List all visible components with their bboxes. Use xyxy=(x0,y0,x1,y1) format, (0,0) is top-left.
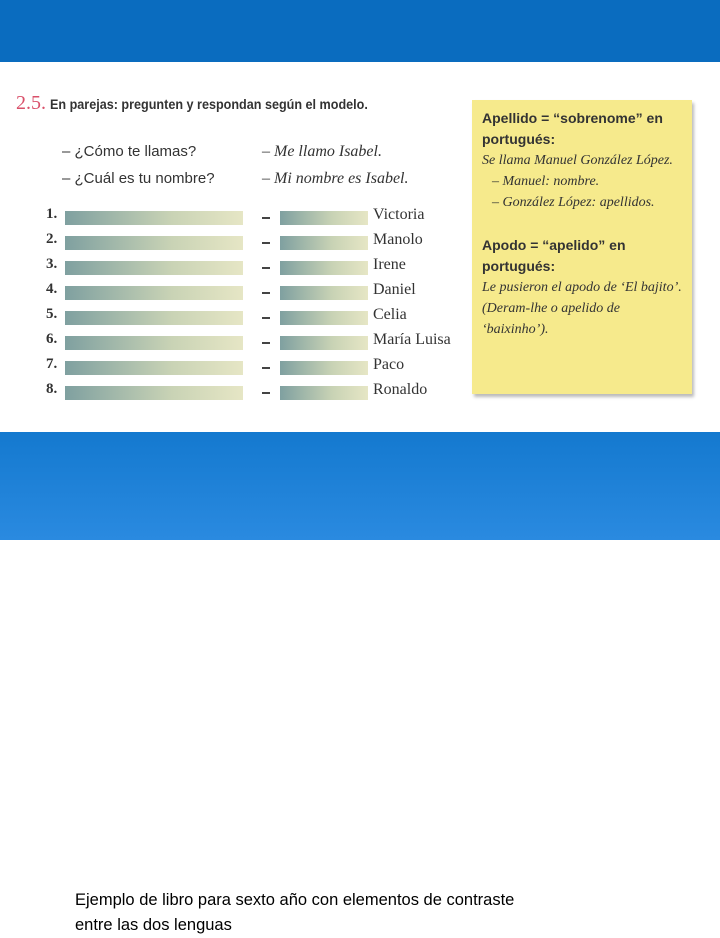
answer-blank xyxy=(65,361,243,375)
answer-blank xyxy=(280,336,368,350)
top-band xyxy=(0,0,720,62)
dash xyxy=(262,292,270,294)
answer-blank xyxy=(280,236,368,250)
sidebar-detail: – Manuel: nombre. xyxy=(492,174,600,189)
item-name: Manolo xyxy=(373,231,423,248)
caption-line: entre las dos lenguas xyxy=(75,916,232,934)
dash xyxy=(262,392,270,394)
item-name: Ronaldo xyxy=(373,381,428,398)
caption-line: Ejemplo de libro para sexto año con elem… xyxy=(75,891,515,909)
item-number: 4. xyxy=(46,281,58,297)
model-answer: – Me llamo Isabel. xyxy=(262,143,382,160)
item-name: María Luisa xyxy=(373,331,451,348)
item-number: 7. xyxy=(46,356,58,372)
exercise-number: 2.5. xyxy=(16,92,46,114)
answer-blank xyxy=(280,261,368,275)
answer-blank xyxy=(65,311,243,325)
item-number: 3. xyxy=(46,256,58,272)
caption: Ejemplo de libro para sexto año con elem… xyxy=(75,888,514,938)
item-name: Victoria xyxy=(373,206,425,223)
item-name: Daniel xyxy=(373,281,416,298)
item-name: Paco xyxy=(373,356,405,373)
answer-blank xyxy=(65,236,243,250)
dash xyxy=(262,267,270,269)
sidebar-example: Le pusieron el apodo de ‘El bajito’. (De… xyxy=(482,280,682,337)
answer-blank xyxy=(280,311,368,325)
answer-blank xyxy=(280,286,368,300)
answer-blank xyxy=(280,361,368,375)
sidebar-block: Apodo = “apelido” en portugués: Le pusier… xyxy=(482,235,682,340)
instruction: En parejas: pregunten y respondan según … xyxy=(50,96,368,112)
dash xyxy=(262,367,270,369)
answer-blank xyxy=(280,211,368,225)
item-number: 1. xyxy=(46,206,58,222)
answer-blank xyxy=(65,211,243,225)
item-number: 8. xyxy=(46,381,58,397)
model-question: – ¿Cómo te llamas? xyxy=(62,143,197,160)
answer-blank xyxy=(65,286,243,300)
item-number: 2. xyxy=(46,231,58,247)
dash xyxy=(262,317,270,319)
sidebar-heading: Apellido = “sobrenome” en portugués: xyxy=(482,110,663,147)
model-question: – ¿Cuál es tu nombre? xyxy=(62,170,215,187)
item-number: 6. xyxy=(46,331,58,347)
sidebar: Apellido = “sobrenome” en portugués: Se l… xyxy=(472,100,692,394)
model-answer: – Mi nombre es Isabel. xyxy=(262,170,409,187)
answer-blank xyxy=(65,261,243,275)
answer-blank xyxy=(280,386,368,400)
item-number: 5. xyxy=(46,306,58,322)
sidebar-block: Apellido = “sobrenome” en portugués: Se l… xyxy=(482,108,682,213)
answer-blank xyxy=(65,336,243,350)
answer-blank xyxy=(65,386,243,400)
item-name: Celia xyxy=(373,306,407,323)
sidebar-detail: – González López: apellidos. xyxy=(492,195,655,210)
dash xyxy=(262,342,270,344)
dash xyxy=(262,242,270,244)
sidebar-heading: Apodo = “apelido” en portugués: xyxy=(482,237,626,274)
bottom-band: Ejemplo de libro para sexto año con elem… xyxy=(0,432,720,934)
item-name: Irene xyxy=(373,256,406,273)
sidebar-example: Se llama Manuel González López. xyxy=(482,153,673,168)
dash xyxy=(262,217,270,219)
